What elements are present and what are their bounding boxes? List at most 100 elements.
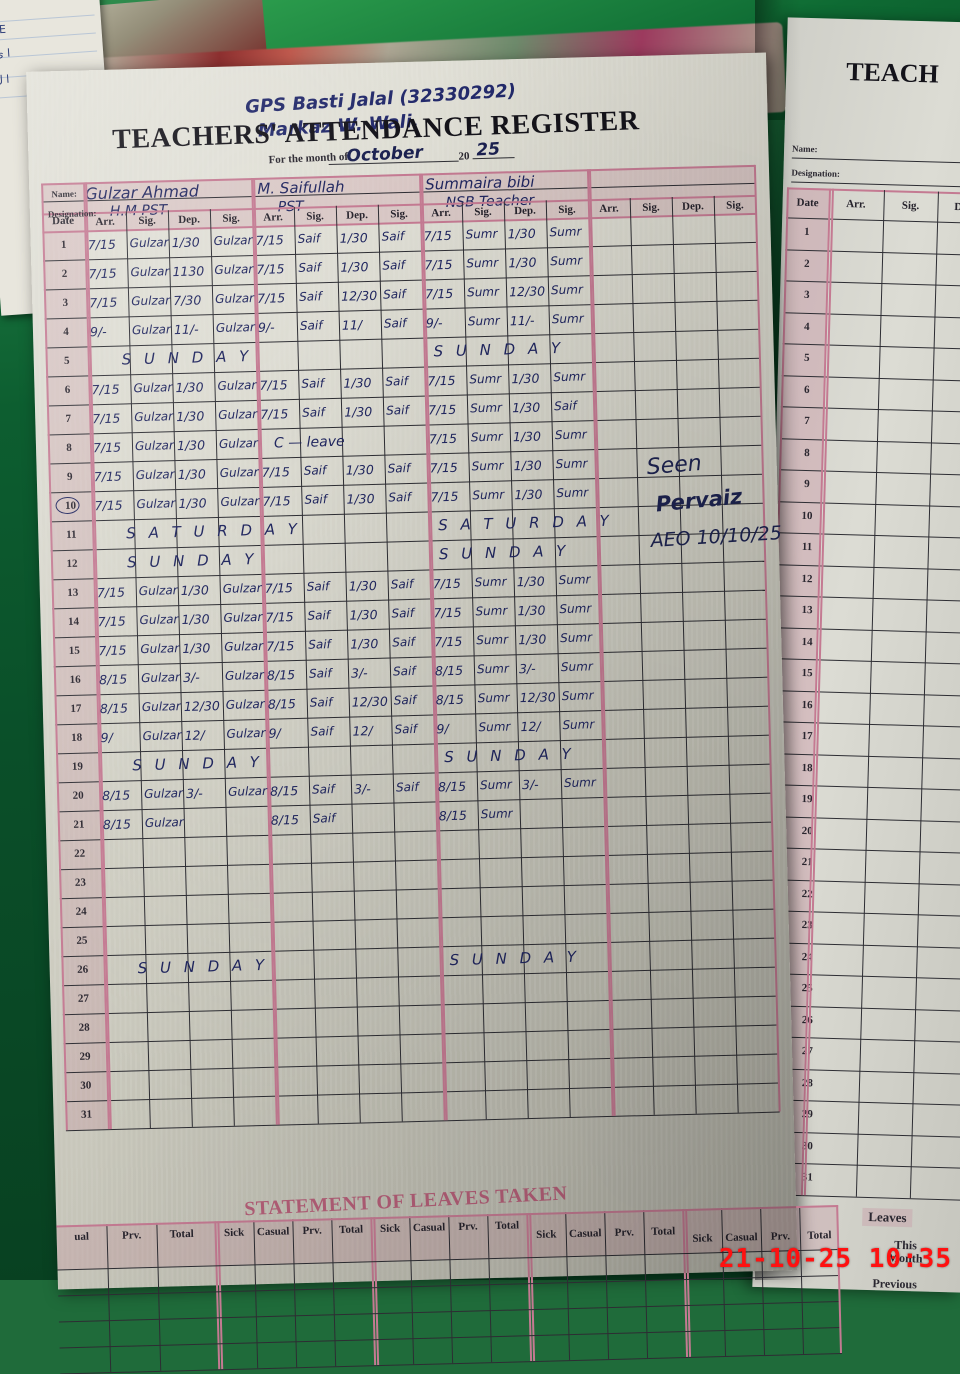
entry-13-t3-Dep: 1/30 [516, 573, 545, 590]
date-cell-30: 30 [80, 1079, 92, 1092]
entry-18-t1-Sig: Gulzar [226, 725, 266, 741]
entry-9-t3-Sig: Sumr [471, 458, 504, 474]
entry-4-t1-Dep: 11/- [173, 321, 199, 338]
entry-14-t3-Arr: 7/15 [433, 604, 462, 621]
entry-9-t3-Sig: Sumr [555, 456, 588, 472]
entry-9-t3-Dep: 1/30 [513, 457, 542, 474]
date-cell-7: 7 [65, 412, 72, 425]
entry-20-t3-Dep: 3/- [521, 776, 539, 793]
entry-10-t3-Arr: 7/15 [430, 488, 459, 505]
entry-20-t2-Arr: 8/15 [269, 783, 299, 799]
entry-15-t1-Sig: Gulzar [224, 638, 264, 654]
grid-hline [63, 1024, 778, 1045]
entry-17-t1-Sig: Gulzar [141, 699, 181, 715]
leaves-header-g1-Casual: Casual [256, 1225, 290, 1239]
entry-6-t3-Arr: 7/15 [427, 372, 456, 389]
leaves-header-g3-Prv: Prv. [614, 1226, 635, 1239]
entry-3-t3-Sig: Sumr [466, 284, 500, 300]
leaves-partial-header-1: Prv. [121, 1229, 142, 1242]
entry-20-t1-Sig: Gulzar [227, 783, 268, 799]
entry-6-t3-Sig: Sumr [469, 371, 502, 387]
entry-1-t1-Arr: 7/15 [87, 236, 116, 253]
date-cell-31: 31 [80, 1108, 93, 1121]
entry-14-t1-Dep: 1/30 [181, 611, 210, 628]
date-cell-14: 14 [67, 615, 80, 628]
entry-4-t1-Arr: 9/- [89, 323, 107, 340]
entry-4-t3-Dep: 11/- [509, 312, 535, 329]
entry-14-t3-Sig: Sumr [559, 601, 592, 617]
entry-2-t1-Sig: Gulzar [214, 262, 254, 278]
entry-9-t2-Sig: Saif [387, 460, 411, 476]
grid-vline [293, 206, 319, 1124]
entry-2-t2-Sig: Saif [382, 258, 406, 273]
date-cell-23: 23 [74, 876, 87, 889]
grid-hline [65, 1111, 780, 1132]
entry-13-t2-Arr: 7/15 [264, 580, 294, 596]
column-header-2-Arr: Arr. [263, 211, 283, 224]
column-header-3-Arr: Arr. [431, 206, 451, 220]
entry-15-t1-Arr: 7/15 [98, 642, 127, 659]
entry-2-t1-Sig: Gulzar [130, 264, 170, 280]
entry-13-t2-Dep: 1/30 [348, 577, 378, 594]
entry-9-t1-Arr: 7/15 [93, 468, 123, 485]
leaves-header-g1-Prv: Prv. [302, 1224, 322, 1238]
entry-14-t1-Arr: 7/15 [97, 613, 126, 630]
entry-4-t3-Arr: 9/- [425, 315, 443, 331]
leaves-partial-header-0: ual [74, 1230, 90, 1244]
leaves-header-g3-Sick: Sick [536, 1228, 557, 1241]
column-header-2-Sig: Sig. [306, 210, 324, 223]
entry-17-t3-Sig: Sumr [477, 690, 510, 706]
entry-13-t3-Sig: Sumr [558, 572, 591, 588]
entry-8-t1-Dep: 1/30 [176, 437, 206, 454]
entry-9-t2-Dep: 1/30 [345, 461, 374, 478]
grid-vline [713, 195, 739, 1113]
entry-8-t1-Sig: Gulzar [134, 438, 175, 454]
entry-6-t3-Sig: Sumr [553, 369, 586, 385]
leaves-header-g1-Total: Total [338, 1223, 364, 1237]
entry-6-t3-Dep: 1/30 [511, 370, 540, 387]
entry-17-t2-Sig: Saif [309, 695, 333, 710]
entry-2-t2-Dep: 1/30 [340, 259, 369, 275]
entry-6-t2-Sig: Saif [301, 376, 325, 391]
entry-18-t2-Arr: 9/ [268, 725, 281, 741]
holiday-label-right: S U N D A Y [438, 541, 570, 564]
date-cell-21: 21 [73, 818, 85, 831]
entry-6-t1-Sig: Gulzar [217, 377, 257, 393]
entry-7-t1-Arr: 7/15 [92, 410, 121, 427]
entry-16-t1-Dep: 3/- [182, 669, 200, 685]
facing-column-header-Sig: Sig. [901, 199, 920, 213]
entry-18-t2-Dep: 12/ [352, 723, 373, 739]
entry-21-t2-Arr: 8/15 [270, 812, 300, 828]
attendance-register-page: GPS Basti Jalal (32330292) Markaz W. Wal… [26, 52, 843, 1374]
grid-hline [59, 879, 774, 900]
entry-21-t3-Arr: 8/15 [438, 807, 468, 824]
entry-3-t2-Sig: Saif [298, 289, 322, 304]
leaves-header-g4-Prv: Prv. [770, 1230, 791, 1243]
column-header-4-Arr: Arr. [599, 202, 619, 215]
date-cell-18: 18 [70, 731, 83, 744]
entry-15-t3-Sig: Sumr [560, 630, 593, 646]
entry-15-t1-Sig: Gulzar [140, 641, 180, 657]
column-header-1-Dep: Dep. [178, 213, 201, 226]
date-cell-4: 4 [63, 325, 69, 339]
entry-3-t2-Dep: 12/30 [340, 287, 378, 304]
date-cell-13: 13 [67, 586, 79, 599]
entry-16-t1-Arr: 8/15 [98, 671, 128, 688]
entry-1-t1-Sig: Gulzar [129, 235, 169, 251]
column-header-3-Sig: Sig. [474, 205, 492, 219]
column-header-1-Sig: Sig. [222, 212, 240, 225]
entry-3-t1-Arr: 7/15 [89, 294, 118, 311]
entry-17-t1-Sig: Gulzar [225, 696, 265, 712]
entry-7-t1-Sig: Gulzar [218, 406, 258, 422]
entry-8-t3-Arr: 7/15 [428, 430, 458, 447]
entry-2-t1-Arr: 7/15 [88, 265, 117, 282]
entry-9-t1-Sig: Gulzar [135, 467, 175, 483]
entry-4-t1-Sig: Gulzar [131, 322, 171, 338]
grid-vline [629, 198, 655, 1115]
entry-2-t3-Arr: 7/15 [424, 256, 453, 273]
entry-13-t2-Sig: Saif [306, 579, 330, 594]
entry-2-t1-Dep: 1130 [172, 263, 205, 280]
entry-20-t1-Sig: Gulzar [143, 786, 184, 802]
facing-leaves-label: Leaves [862, 1207, 913, 1228]
entry-10-t2-Dep: 1/30 [346, 490, 375, 507]
